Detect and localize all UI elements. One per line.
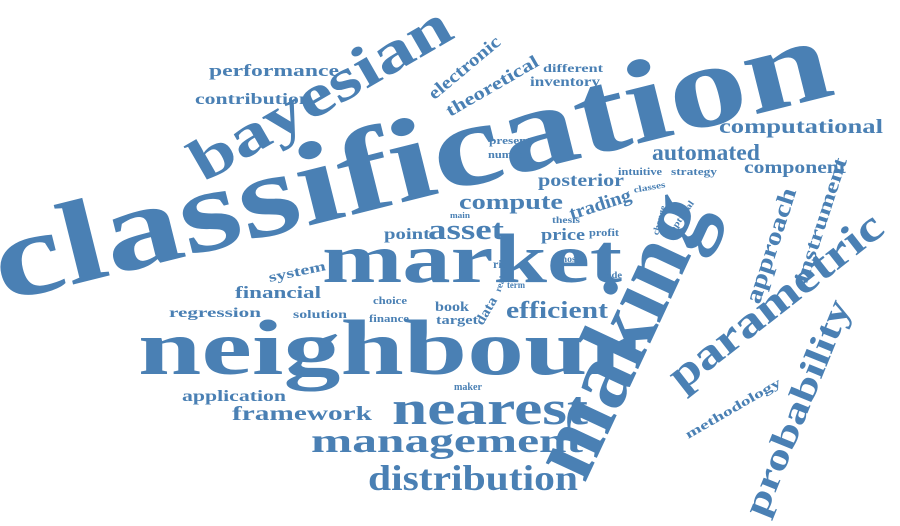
word-risk: risk bbox=[493, 257, 513, 271]
word-computational: computational bbox=[719, 116, 884, 138]
word-target: target bbox=[436, 312, 479, 327]
word-book: book bbox=[435, 300, 469, 315]
word-present: present bbox=[489, 135, 531, 147]
word-different: different bbox=[543, 61, 603, 75]
word-financial: financial bbox=[235, 283, 321, 302]
word-application: application bbox=[182, 388, 286, 405]
word-system: system bbox=[267, 259, 327, 286]
word-maker: maker bbox=[454, 382, 483, 393]
word-framework: framework bbox=[232, 403, 373, 425]
word-solution: solution bbox=[293, 307, 347, 321]
word-performance: performance bbox=[209, 61, 340, 80]
word-most: most bbox=[559, 254, 579, 264]
word-inventory: inventory bbox=[530, 75, 600, 90]
word-point: point bbox=[384, 226, 431, 243]
word-strategy: strategy bbox=[671, 167, 717, 178]
word-component: component bbox=[744, 157, 846, 177]
word-distribution: distribution bbox=[368, 458, 578, 498]
word-choice: choice bbox=[373, 295, 407, 307]
word-thesis: thesis bbox=[552, 215, 581, 225]
word-main: main bbox=[450, 211, 471, 220]
word-intuitive: intuitive bbox=[618, 167, 663, 178]
word-contribution: contribution bbox=[195, 91, 311, 108]
word-management: management bbox=[311, 423, 584, 460]
word-profit: profit bbox=[589, 228, 620, 239]
word-neighbour: neighbour bbox=[138, 304, 638, 391]
word-market: market bbox=[322, 221, 622, 298]
word-nearest: nearest bbox=[392, 382, 588, 435]
word-compute: compute bbox=[459, 189, 563, 214]
word-asset: asset bbox=[428, 215, 505, 246]
word-efficient: efficient bbox=[506, 298, 608, 324]
word-finance: finance bbox=[369, 313, 409, 325]
word-posterior: posterior bbox=[538, 170, 624, 190]
word-number: number bbox=[488, 149, 530, 161]
word-trade: trade bbox=[598, 270, 622, 280]
word-price: price bbox=[541, 225, 586, 244]
word-automated: automated bbox=[652, 140, 760, 165]
word-term: term bbox=[507, 280, 525, 290]
word-regression: regression bbox=[169, 306, 261, 321]
